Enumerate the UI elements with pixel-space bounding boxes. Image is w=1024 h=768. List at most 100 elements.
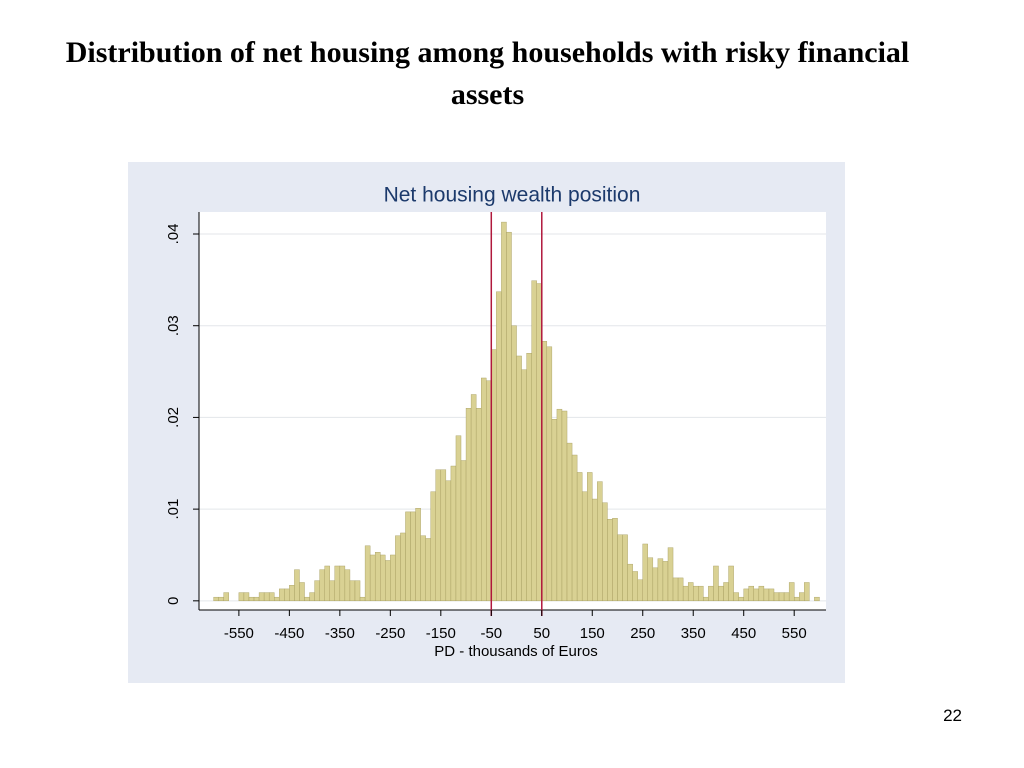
bar [581,491,588,602]
bar [374,552,381,602]
bar [486,380,492,602]
bar [243,592,250,602]
bar [612,518,618,602]
bar [713,565,719,602]
bar [304,596,310,602]
bar [576,472,583,602]
bar [642,543,648,602]
bar [299,582,305,602]
bar [693,585,699,602]
bar [420,535,426,602]
bar [445,480,452,602]
chart: Net housing wealth position PD - thousan… [128,162,845,683]
bar [657,558,664,602]
bar [289,585,295,602]
bar [390,554,396,602]
bar [274,596,280,602]
bar [647,557,654,602]
x-tick-label: -350 [325,625,355,642]
bar [637,579,643,602]
bar [768,588,775,602]
bar [405,511,411,602]
x-tick-label: 550 [782,625,807,642]
bar [410,511,416,602]
x-tick-label: -150 [426,625,456,642]
bar [743,588,749,602]
bar [627,563,633,602]
bar [314,580,320,602]
bar [364,545,371,602]
bar [672,577,679,602]
bar [395,535,401,602]
bar [793,596,800,602]
bar [284,588,290,602]
bar [531,280,537,602]
bar [556,408,563,602]
bar [268,592,275,602]
bar [324,565,330,602]
x-tick-label: 50 [533,625,550,642]
x-tick-label: 250 [630,625,655,642]
bar [294,569,300,602]
bar [758,585,765,602]
bar [814,596,820,602]
bar [783,592,790,602]
bar [440,469,447,602]
bar [415,508,421,602]
bar [213,596,219,602]
y-tick-label: .04 [165,224,182,245]
bar [263,592,270,602]
y-tick-label: .03 [165,315,182,336]
bar [561,410,568,602]
bar [460,460,467,602]
x-tick-label: 450 [731,625,756,642]
bar [491,349,497,602]
slide-title: Distribution of net housing among househ… [65,36,910,111]
bar [587,472,593,602]
bar [258,592,265,602]
bar [354,580,361,602]
bar [455,435,462,602]
bar [526,353,532,602]
bar [718,585,724,602]
bar [349,580,356,602]
x-tick-label: 150 [580,625,605,642]
bar [248,596,255,602]
bar [804,582,810,602]
bar [400,532,406,602]
bar [385,560,391,602]
bar [566,442,573,602]
bar [592,498,598,602]
y-tick-label: 0 [165,597,182,605]
bar [607,519,613,602]
bar [238,592,245,602]
bar [728,565,734,602]
bar [617,534,623,602]
bar [748,585,755,602]
bar [698,585,704,602]
x-tick-label: -450 [274,625,304,642]
bar [551,419,558,602]
bar [778,592,785,602]
bar [511,325,517,602]
bar [344,569,351,602]
bar [501,221,507,602]
bar [425,538,431,602]
bar [359,596,366,602]
bar [475,408,482,602]
x-tick-label: -250 [375,625,405,642]
bar [435,469,442,602]
x-tick-label: -550 [224,625,254,642]
bar [334,565,341,602]
bar [788,582,795,602]
bar [622,534,628,602]
bar [667,547,674,602]
bar [571,454,578,602]
bar [703,596,709,602]
bar [677,577,684,602]
bar [369,554,376,602]
bar [536,283,542,602]
bar [521,369,527,602]
bar [708,585,714,602]
